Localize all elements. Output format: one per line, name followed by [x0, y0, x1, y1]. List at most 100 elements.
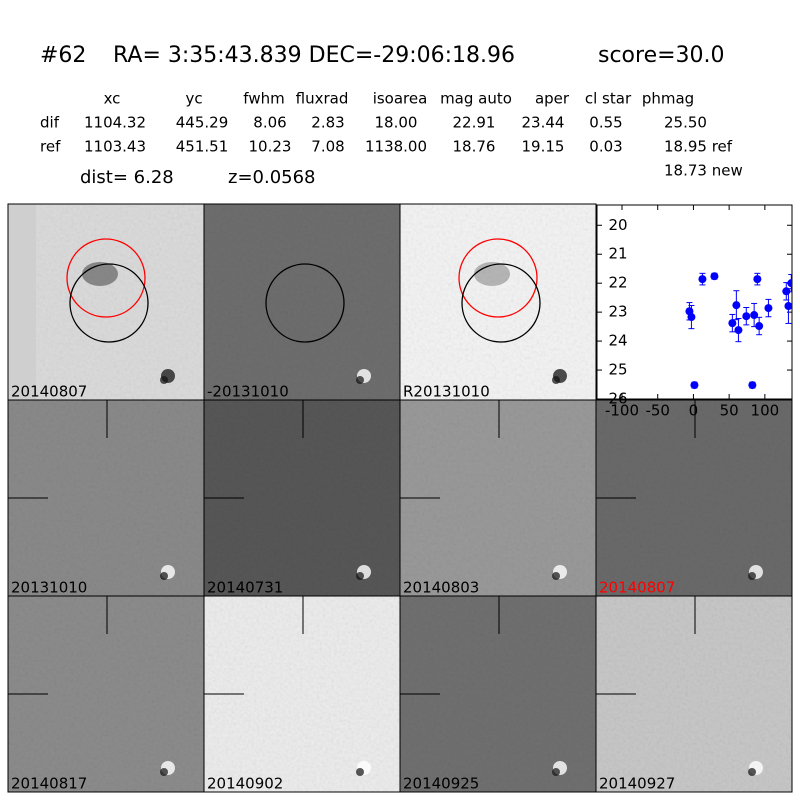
table-cell: 18.76 [453, 138, 496, 156]
point [748, 381, 757, 390]
image-noise [204, 204, 400, 400]
image-edge [8, 204, 36, 400]
column-header: phmag [642, 90, 694, 108]
source-core [160, 768, 168, 776]
candidate-id: #62 [40, 43, 86, 68]
source-core [356, 376, 364, 384]
source-core [748, 572, 756, 580]
y-tick-label: 23 [608, 303, 627, 321]
y-tick-label: 24 [608, 332, 627, 350]
image-panel: 20140817 [7, 595, 205, 793]
image-panel: 20131010 [7, 399, 205, 597]
x-tick-label: 0 [689, 402, 699, 420]
source-core [356, 768, 364, 776]
table-cell: 25.50 [664, 114, 707, 132]
column-header: isoarea [373, 90, 428, 108]
source-core [356, 572, 364, 580]
point [742, 312, 751, 321]
coordinates: RA= 3:35:43.839 DEC=-29:06:18.96 [113, 43, 515, 68]
table-cell: 445.29 [176, 114, 229, 132]
column-header: yc [185, 90, 202, 108]
panel-label: 20140817 [11, 775, 87, 793]
table-cell: 10.23 [249, 138, 292, 156]
x-tick-label: 50 [720, 402, 739, 420]
y-tick-label: 25 [608, 361, 627, 379]
table-cell: 1103.43 [84, 138, 146, 156]
panel-label: 20140902 [207, 775, 283, 793]
table-cell: 0.55 [589, 114, 622, 132]
point [753, 275, 762, 284]
table-cell: 19.15 [522, 138, 565, 156]
point [734, 326, 743, 335]
table-cell: 1104.32 [84, 114, 146, 132]
dif-circle [69, 263, 149, 343]
row-label: ref [40, 138, 61, 156]
table-cell: 8.06 [253, 114, 286, 132]
source-core [552, 376, 560, 384]
score: score=30.0 [598, 43, 725, 68]
image-panel: R20131010 [399, 203, 597, 401]
column-header: mag auto [440, 90, 512, 108]
ref-circle [458, 238, 538, 318]
point [687, 313, 696, 322]
table-cell: 2.83 [311, 114, 344, 132]
y-tick-label: 20 [608, 216, 627, 234]
image-panel: 20140803 [399, 399, 597, 597]
column-header: aper [535, 90, 570, 108]
source-core [160, 572, 168, 580]
redshift: z=0.0568 [228, 167, 316, 188]
panel-label: 20140807 [599, 579, 675, 597]
point [755, 322, 764, 331]
point [710, 272, 719, 281]
table-cell: 18.00 [375, 114, 418, 132]
table-cell: 23.44 [522, 114, 565, 132]
image-panel: 20140807 [595, 399, 793, 597]
image-panel: 20140807 [7, 203, 205, 401]
panels: 20140807 -20131010 R20131010 20131010 201407… [7, 203, 793, 793]
plot-area [596, 204, 793, 400]
panel-label: 20140925 [403, 775, 479, 793]
source-core [748, 768, 756, 776]
source-core [552, 572, 560, 580]
panel-label: -20131010 [207, 383, 289, 401]
image-panel: 20140731 [203, 399, 401, 597]
column-header: xc [104, 90, 121, 108]
points [685, 272, 792, 390]
column-header: fwhm [243, 90, 284, 108]
panel-label: 20140803 [403, 579, 479, 597]
panel-label: 20140927 [599, 775, 675, 793]
table: xc yc fwhm fluxrad isoarea mag auto aper cl sta… [40, 90, 733, 156]
image-panel: -20131010 [203, 203, 401, 401]
light-curve: 20 21 22 23 24 25 26-100 -50 0 50 100 [596, 204, 793, 420]
phmag-new: 18.73 new [664, 162, 743, 180]
point [787, 279, 792, 288]
y-tick-label: 21 [608, 245, 627, 263]
image-noise [8, 204, 204, 400]
panel-label: 20140807 [11, 383, 87, 401]
column-header: fluxrad [296, 90, 349, 108]
point [690, 381, 699, 390]
point [728, 319, 737, 328]
table-cell: 1138.00 [365, 138, 427, 156]
point [698, 275, 707, 284]
row-label: dif [40, 114, 60, 132]
x-tick-label: -50 [645, 402, 670, 420]
source-core [160, 376, 168, 384]
x-tick-label: 100 [751, 402, 780, 420]
image-panel: 20140902 [203, 595, 401, 793]
table-cell: 18.95 ref [664, 138, 733, 156]
table-cell: 451.51 [176, 138, 229, 156]
x-tick-label: -100 [605, 402, 639, 420]
panel-frame [595, 595, 793, 793]
point [784, 302, 792, 311]
panel-label: R20131010 [403, 383, 490, 401]
y-tick-label: 26 [608, 390, 627, 408]
dif-circle [265, 263, 345, 343]
image-noise [400, 204, 596, 400]
table-cell: 7.08 [311, 138, 344, 156]
dif-circle [461, 263, 541, 343]
dist: dist= 6.28 [80, 167, 174, 188]
point [764, 304, 773, 313]
ref-circle [66, 238, 146, 318]
